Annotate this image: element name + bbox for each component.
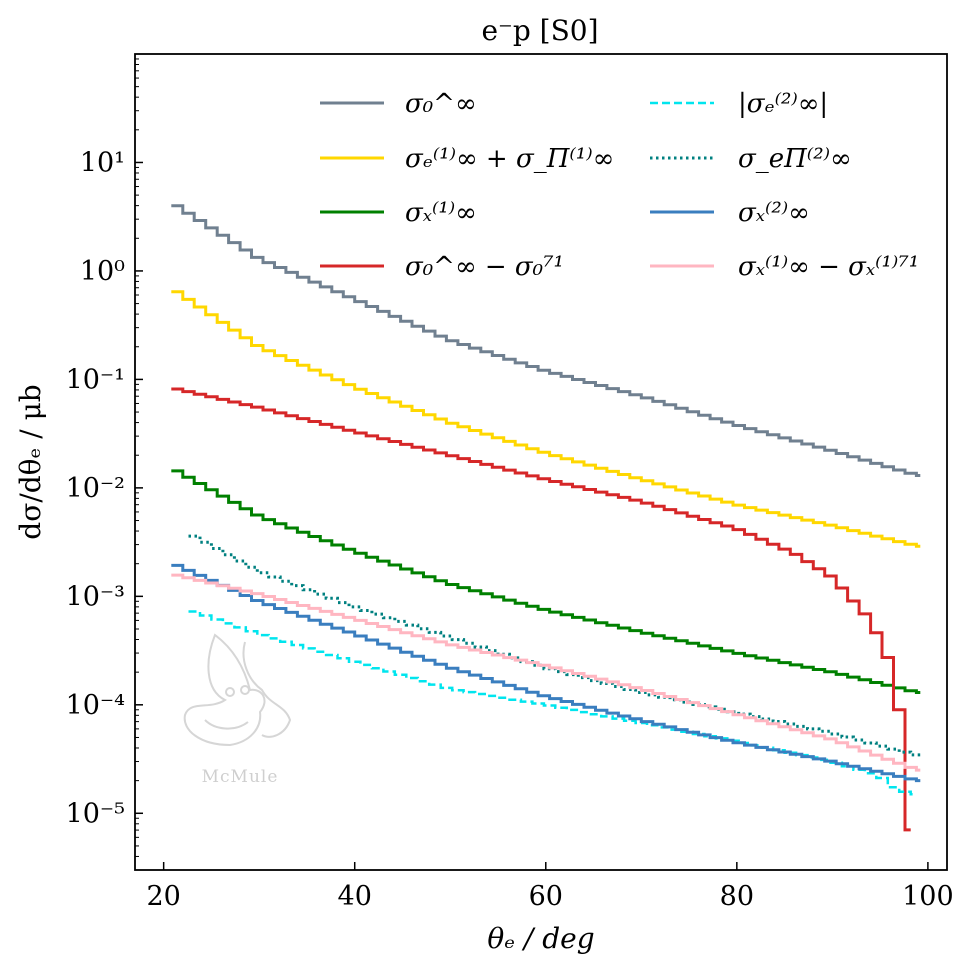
legend-label: |σₑ⁽²⁾∞| [738,89,828,119]
x-tick-label: 80 [720,881,754,912]
y-tick-label: 10⁻⁵ [66,798,125,829]
legend-label: σ₀^∞ [405,89,477,119]
legend-label: σₓ⁽¹⁾∞ − σₓ⁽¹⁾⁷¹ [738,252,919,282]
ticks-layer: 20 40 60 80 100 10¹ 10⁰ 10⁻¹ 10⁻² 10⁻³ 10⁻⁴ 10⁻⁵ [66,58,954,912]
series-line-6 [171,563,921,783]
series-line-2 [171,469,921,694]
series-line-1 [171,290,921,548]
series-line-5 [188,534,921,757]
series-line-4 [188,610,913,796]
legend-label: σₓ⁽¹⁾∞ [405,198,477,228]
chart-title: e⁻p [S0] [481,14,598,47]
x-tick-label: 60 [529,881,563,912]
mcmule-logo-icon [183,633,292,747]
y-tick-label: 10⁻¹ [66,364,125,395]
y-tick-label: 10⁻² [66,473,125,504]
legend-label: σ_eΠ⁽²⁾∞ [738,144,852,174]
y-tick-label: 10⁻³ [66,581,125,612]
series-line-0 [171,204,921,477]
series-layer [171,204,921,832]
x-tick-label: 20 [146,881,180,912]
series-line-7 [171,573,921,772]
legend-label: σ₀^∞ − σ₀⁷¹ [405,252,564,282]
y-tick-label: 10⁰ [80,256,125,287]
x-tick-label: 40 [338,881,372,912]
x-axis-label: θₑ / deg [487,922,594,955]
y-axis-label: dσ/dθₑ / μb [14,384,47,539]
legend-label: σₑ⁽¹⁾∞ + σ_Π⁽¹⁾∞ [405,144,614,174]
x-tick-label: 100 [902,881,954,912]
y-tick-label: 10¹ [80,147,125,178]
watermark-text: McMule [202,767,279,787]
plot-frame [134,53,948,871]
legend: σ₀^∞ σₑ⁽¹⁾∞ + σ_Π⁽¹⁾∞ σₓ⁽¹⁾∞ σ₀^∞ − σ₀⁷¹ |σₑ… [320,89,919,282]
legend-label: σₓ⁽²⁾∞ [738,198,810,228]
y-tick-label: 10⁻⁴ [66,690,125,721]
series-line-3 [171,387,911,832]
